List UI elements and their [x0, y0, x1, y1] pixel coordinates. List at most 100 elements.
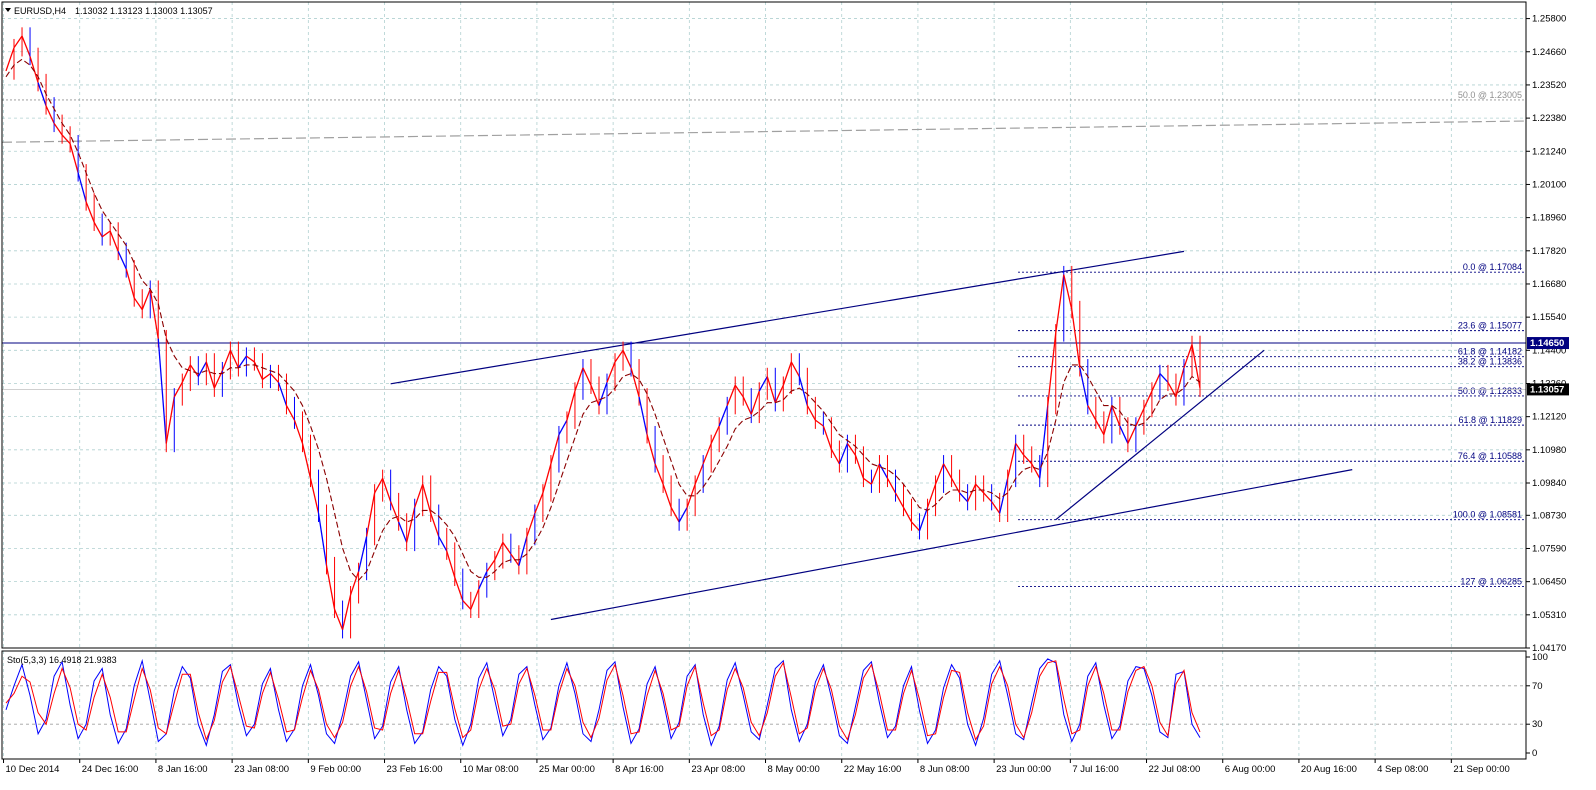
price-segment: [229, 350, 239, 369]
price-segment: [886, 478, 897, 494]
price-segment: [5, 47, 15, 72]
x-tick-label: 23 Jan 08:00: [234, 764, 289, 775]
price-pane-border: [1, 1, 1527, 649]
x-tick-label: 24 Dec 16:00: [82, 764, 139, 775]
price-series: [5, 27, 1201, 639]
price-segment: [502, 542, 512, 555]
price-segment: [943, 463, 953, 479]
price-segment: [894, 492, 905, 508]
collapse-triangle-icon[interactable]: [5, 8, 11, 12]
x-tick-label: 8 Jan 16:00: [158, 764, 208, 775]
price-segment: [710, 425, 720, 444]
x-tick-label: 4 Sep 08:00: [1377, 764, 1428, 775]
price-segment: [911, 521, 921, 532]
price-segment: [766, 376, 776, 403]
y-tick-label: 1.09840: [1532, 478, 1566, 489]
price-segment: [173, 382, 183, 398]
y-tick-label: 1.16680: [1532, 279, 1566, 290]
price-segment: [983, 492, 993, 503]
price-segment: [638, 396, 648, 435]
price-segment: [29, 56, 39, 83]
y-tick-label: 1.20100: [1532, 179, 1566, 190]
price-segment: [101, 230, 111, 238]
x-tick-label: 6 Aug 00:00: [1225, 764, 1276, 775]
price-segment: [654, 463, 664, 485]
price-segment: [301, 443, 312, 479]
price-segment: [414, 483, 424, 508]
price-segment: [438, 536, 448, 552]
price-segment: [125, 268, 135, 299]
price-segment: [1079, 367, 1089, 406]
stochastic-pane-border: [1, 650, 1527, 760]
fib-level-label: 127 @ 1.06285: [1460, 576, 1522, 586]
price-segment: [365, 492, 376, 537]
price-segment: [45, 105, 55, 124]
x-tick-label: 23 Feb 16:00: [387, 764, 443, 775]
fib-level-label: 50.0 @ 1.12833: [1458, 386, 1522, 396]
y-tick-label: 1.06450: [1532, 577, 1566, 588]
price-segment: [1135, 408, 1145, 427]
level-price-label-box: [1527, 337, 1569, 350]
price-segment: [734, 384, 744, 398]
price-segment: [357, 536, 368, 572]
y-tick-label: 1.22380: [1532, 113, 1566, 124]
price-segment: [774, 384, 784, 403]
stoch-tick-label: 30: [1532, 719, 1543, 730]
price-segment: [830, 448, 840, 465]
fibonacci-levels[interactable]: 0.0 @ 1.17084 23.6 @ 1.15077 61.8 @ 1.1418…: [2, 90, 1526, 587]
price-segment: [870, 463, 881, 485]
price-segment: [262, 373, 271, 380]
trendlines[interactable]: [390, 250, 1353, 621]
price-segment: [967, 483, 977, 502]
stoch-tick-label: 0: [1532, 748, 1537, 759]
price-segment: [926, 483, 937, 508]
price-segment: [157, 338, 167, 444]
price-segment: [317, 513, 328, 566]
price-segment: [1183, 344, 1193, 368]
y-tick-label: 1.04170: [1532, 643, 1566, 654]
price-segment: [1103, 405, 1113, 435]
level-price-label-text: 1.14650: [1530, 338, 1564, 349]
price-segment: [566, 390, 576, 421]
price-segment: [1127, 425, 1137, 444]
fib-level-label: 100.0 @ 1.08581: [1453, 510, 1522, 520]
time-axis: 10 Dec 2014 24 Dec 16:00 8 Jan 16:00 23 Jan…: [3, 759, 1510, 775]
y-tick-label: 1.17820: [1532, 246, 1566, 257]
x-tick-label: 8 Apr 16:00: [615, 764, 664, 775]
y-tick-label: 1.10980: [1532, 445, 1566, 456]
price-segment: [21, 35, 31, 57]
x-tick-label: 23 Apr 08:00: [691, 764, 745, 775]
price-segment: [582, 367, 592, 386]
price-segment: [1007, 443, 1017, 479]
price-segment: [269, 373, 279, 383]
moving-average-line: [5, 58, 1201, 582]
price-segment: [646, 434, 656, 464]
price-segment: [430, 513, 440, 537]
price-segment: [141, 288, 151, 310]
price-segment: [237, 355, 247, 369]
price-segment: [975, 483, 985, 494]
fib-level-label: 23.6 @ 1.15077: [1458, 321, 1522, 331]
price-segment: [1031, 463, 1041, 479]
price-segment: [558, 419, 568, 436]
upper-channel-line: [390, 250, 1185, 385]
price-segment: [454, 577, 464, 601]
price-segment: [590, 384, 600, 406]
price-labels: 1.14650 1.13057: [1527, 337, 1569, 396]
price-segment: [1055, 274, 1065, 333]
y-tick-label: 1.07590: [1532, 543, 1566, 554]
x-tick-label: 22 May 16:00: [844, 764, 902, 775]
price-segment: [1047, 332, 1057, 406]
price-segment: [694, 463, 704, 485]
price-segment: [662, 483, 672, 508]
price-segment: [181, 364, 191, 383]
fib-level-label: 61.8 @ 1.11829: [1458, 415, 1522, 425]
price-segment: [486, 559, 496, 572]
price-segment: [1111, 405, 1121, 427]
x-tick-label: 23 Jun 00:00: [996, 764, 1051, 775]
price-segment: [246, 355, 255, 363]
price-segment: [293, 419, 304, 444]
price-segment: [1119, 425, 1129, 444]
y-tick-label: 1.05310: [1532, 610, 1566, 621]
